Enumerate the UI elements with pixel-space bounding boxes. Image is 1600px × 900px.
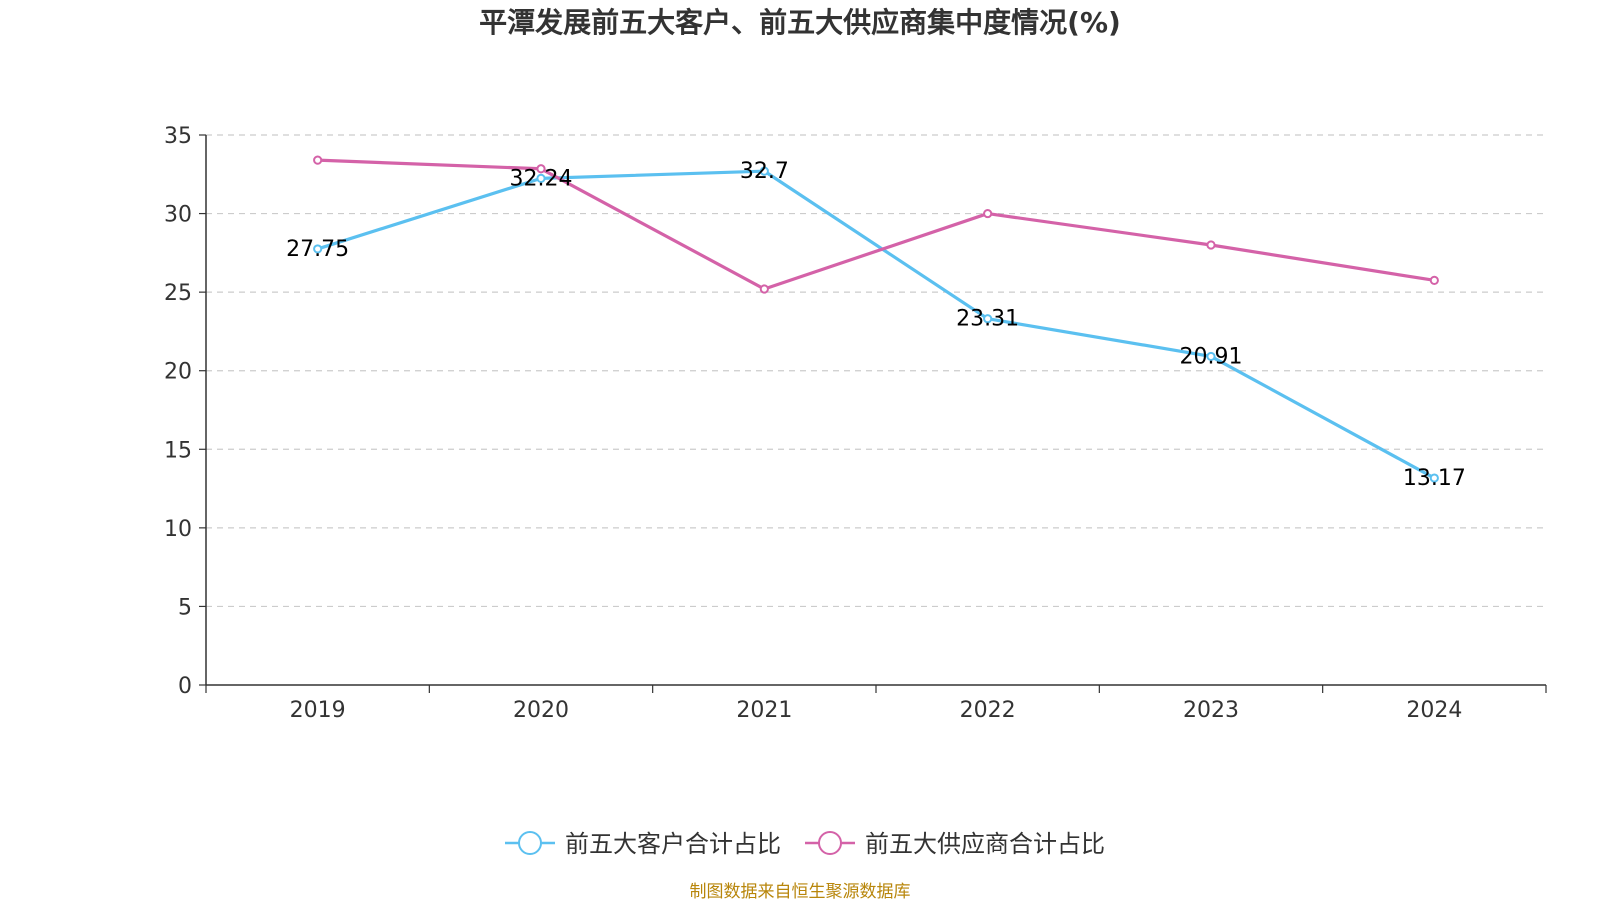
- x-tick-label: 2021: [736, 698, 792, 723]
- x-tick-label: 2022: [960, 698, 1016, 723]
- y-tick-label: 10: [164, 517, 192, 542]
- axes: 0 5 10 15 20 25 30 35 2019 2020 2021 2022 2023 2024: [164, 124, 1547, 723]
- y-tick-label: 0: [178, 674, 192, 699]
- legend[interactable]: 前五大客户合计占比 前五大供应商合计占比: [505, 830, 1105, 858]
- data-label: 32.7: [740, 159, 789, 184]
- series-lines: [313, 155, 1439, 483]
- data-point[interactable]: [759, 284, 769, 294]
- y-tick-label: 35: [164, 124, 192, 149]
- data-point[interactable]: [759, 166, 769, 176]
- data-point[interactable]: [536, 164, 546, 174]
- legend-marker: [518, 831, 542, 855]
- data-label: 23.31: [956, 307, 1019, 332]
- grid-lines: [206, 134, 1546, 608]
- data-label: 27.75: [286, 237, 349, 262]
- legend-item-0[interactable]: 前五大客户合计占比: [505, 830, 781, 858]
- legend-item-1[interactable]: 前五大供应商合计占比: [805, 830, 1105, 858]
- data-label: 20.91: [1180, 344, 1243, 369]
- data-labels: 27.75 32.24 32.7 23.31 20.91 13.17: [286, 159, 1466, 491]
- legend-label: 前五大供应商合计占比: [865, 830, 1105, 858]
- x-tick-label: 2023: [1183, 698, 1239, 723]
- y-tick-label: 25: [164, 281, 192, 306]
- data-point[interactable]: [983, 208, 993, 219]
- data-point[interactable]: [313, 244, 323, 254]
- series-line-0: [317, 169, 1436, 480]
- legend-marker: [818, 831, 842, 855]
- data-point[interactable]: [313, 155, 323, 165]
- legend-label: 前五大客户合计占比: [565, 830, 781, 858]
- data-point[interactable]: [983, 314, 993, 324]
- y-tick-label: 5: [178, 595, 192, 620]
- y-tick-label: 15: [164, 438, 192, 463]
- x-tick-label: 2024: [1406, 698, 1462, 723]
- data-point[interactable]: [1429, 473, 1439, 483]
- series-line-1: [317, 158, 1435, 291]
- x-tick-label: 2020: [513, 698, 569, 723]
- data-point[interactable]: [536, 173, 546, 183]
- chart-title: 平潭发展前五大客户、前五大供应商集中度情况(%): [479, 6, 1121, 39]
- data-point[interactable]: [1429, 275, 1439, 285]
- data-point[interactable]: [1206, 240, 1216, 250]
- source-note: 制图数据来自恒生聚源数据库: [690, 882, 911, 900]
- y-tick-label: 20: [164, 360, 192, 385]
- data-label: 13.17: [1403, 466, 1466, 491]
- x-tick-label: 2019: [290, 698, 346, 723]
- data-label: 32.24: [510, 166, 573, 191]
- data-point[interactable]: [1206, 351, 1216, 362]
- y-tick-label: 30: [164, 203, 192, 228]
